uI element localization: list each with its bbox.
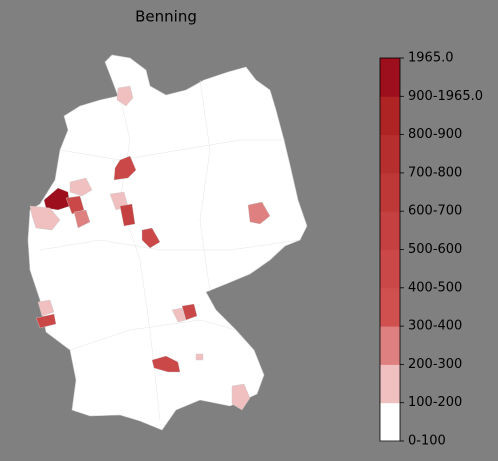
colorbar-label: 800-900 [408, 127, 462, 142]
districts [29, 85, 271, 411]
district [171, 307, 187, 323]
colorbar-label: 500-600 [408, 242, 462, 257]
district [69, 177, 93, 197]
country-outline [27, 54, 308, 431]
colorbar-segment [380, 172, 400, 212]
colorbar-label: 200-300 [408, 357, 462, 372]
colorbar-label: 700-800 [408, 165, 462, 180]
colorbar-segment [380, 326, 400, 365]
district [141, 227, 161, 249]
colorbar-segment [380, 249, 400, 289]
colorbar-segment [380, 402, 400, 442]
district [181, 303, 198, 321]
colorbar-segment [380, 287, 400, 327]
district [73, 209, 91, 229]
district [37, 299, 55, 317]
colorbar-segment [380, 134, 400, 174]
district [35, 313, 57, 329]
germany-map [27, 54, 308, 431]
district [247, 201, 271, 225]
colorbar-label: 1965.0 [408, 51, 454, 66]
district [116, 85, 134, 107]
colorbar-segment [380, 211, 400, 250]
colorbar: 0-100 100-200 200-300 300-400 400-500 500-600… [379, 51, 483, 449]
district [231, 383, 251, 411]
district-borders [39, 79, 301, 421]
district [113, 155, 137, 181]
colorbar-segment [380, 96, 400, 136]
district [119, 203, 136, 227]
map-title: Benning [135, 8, 197, 26]
district [29, 205, 61, 231]
colorbar-segment [380, 364, 400, 404]
colorbar-label: 600-700 [408, 204, 462, 219]
colorbar-label: 300-400 [408, 319, 462, 334]
district [151, 355, 181, 373]
colorbar-label: 100-200 [408, 395, 462, 410]
colorbar-segment [380, 58, 400, 97]
district [195, 353, 204, 361]
colorbar-label: 900-1965.0 [408, 89, 483, 104]
colorbar-label: 400-500 [408, 280, 462, 295]
colorbar-label: 0-100 [408, 434, 446, 449]
district [65, 195, 85, 215]
